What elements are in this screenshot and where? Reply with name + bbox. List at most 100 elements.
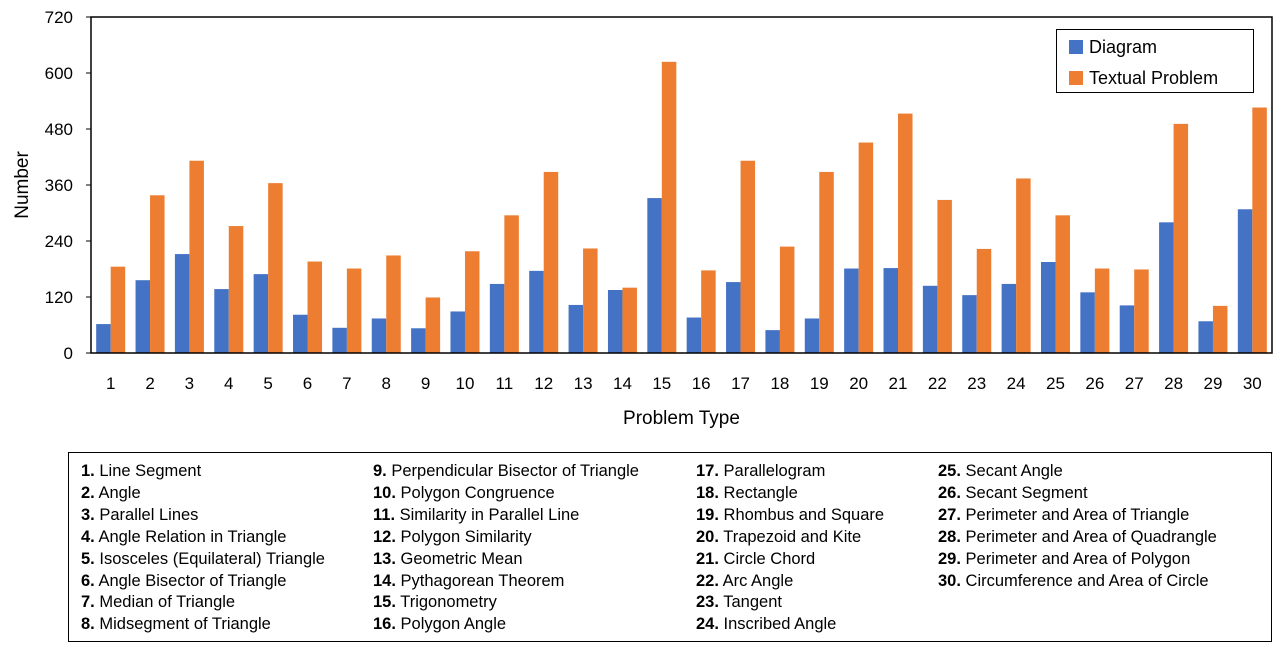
key-item-label: Perimeter and Area of Polygon <box>965 549 1191 568</box>
key-item-number: 5. <box>81 549 95 568</box>
x-tick-label: 23 <box>967 374 986 393</box>
x-tick-label: 28 <box>1164 374 1183 393</box>
x-tick-label: 18 <box>770 374 789 393</box>
key-item-label: Median of Triangle <box>99 593 236 612</box>
legend-label-diagram: Diagram <box>1089 37 1158 57</box>
key-item-label: Similarity in Parallel Line <box>399 505 580 524</box>
key-item-label: Parallel Lines <box>99 505 199 524</box>
key-item-label: Secant Angle <box>965 462 1063 480</box>
key-item: 3. Parallel Lines <box>81 505 325 527</box>
y-tick-label: 480 <box>45 120 73 139</box>
x-tick-label: 15 <box>652 374 671 393</box>
key-item-number: 27. <box>938 505 961 524</box>
key-item-number: 15. <box>373 593 396 612</box>
key-item: 30. Circumference and Area of Circle <box>938 571 1217 593</box>
key-item-label: Arc Angle <box>722 571 794 590</box>
key-item: 6. Angle Bisector of Triangle <box>81 571 325 593</box>
key-item: 18. Rectangle <box>696 483 884 505</box>
problem-type-key: 1. Line Segment 2. Angle 3. Parallel Lines… <box>68 452 1272 642</box>
key-item: 1. Line Segment <box>81 461 325 483</box>
x-axis-title: Problem Type <box>623 408 740 429</box>
bar-diagram-6 <box>293 314 308 353</box>
bar-textual-problem-3 <box>189 160 204 353</box>
bar-textual-problem-27 <box>1134 269 1149 353</box>
key-item-label: Pythagorean Theorem <box>400 571 565 590</box>
x-tick-label: 6 <box>303 374 312 393</box>
bar-textual-problem-29 <box>1212 305 1228 353</box>
x-tick-label: 29 <box>1203 374 1222 393</box>
key-item-number: 12. <box>373 527 396 546</box>
key-item-number: 18. <box>696 483 719 502</box>
key-column-1: 1. Line Segment 2. Angle 3. Parallel Lines… <box>81 461 325 636</box>
key-item: 14. Pythagorean Theorem <box>373 571 639 593</box>
bar-textual-problem-6 <box>307 261 323 353</box>
bar-textual-problem-25 <box>1055 215 1070 353</box>
key-item-number: 13. <box>373 549 396 568</box>
x-tick-label: 16 <box>692 374 711 393</box>
key-item: 23. Tangent <box>696 592 884 614</box>
key-item-label: Tangent <box>723 593 782 612</box>
key-item-number: 24. <box>696 615 719 634</box>
key-item-label: Inscribed Angle <box>723 615 837 634</box>
key-item-number: 19. <box>696 505 719 524</box>
key-item-label: Rectangle <box>723 483 798 502</box>
bar-diagram-21 <box>883 268 899 353</box>
key-item-label: Secant Segment <box>965 483 1088 502</box>
bar-diagram-20 <box>844 268 859 353</box>
bar-diagram-2 <box>135 280 151 353</box>
bar-diagram-26 <box>1080 292 1095 353</box>
key-item: 28. Perimeter and Area of Quadrangle <box>938 527 1217 549</box>
bar-diagram-19 <box>804 318 820 353</box>
key-item: 29. Perimeter and Area of Polygon <box>938 549 1217 571</box>
bar-diagram-25 <box>1040 262 1056 353</box>
bar-diagram-18 <box>765 330 780 353</box>
y-tick-label: 0 <box>64 344 73 363</box>
bar-textual-problem-22 <box>937 199 952 353</box>
x-tick-label: 20 <box>849 374 868 393</box>
x-tick-label: 13 <box>574 374 593 393</box>
bar-diagram-12 <box>529 270 544 353</box>
key-item-number: 30. <box>938 571 961 590</box>
key-item: 25. Secant Angle <box>938 461 1217 483</box>
bar-textual-problem-11 <box>504 215 519 353</box>
key-item-number: 8. <box>81 615 95 634</box>
key-item-label: Polygon Congruence <box>400 483 555 502</box>
x-tick-label: 12 <box>534 374 553 393</box>
bar-diagram-10 <box>450 311 465 353</box>
key-item-number: 11. <box>373 505 396 524</box>
x-tick-label: 9 <box>421 374 430 393</box>
x-tick-label: 25 <box>1046 374 1065 393</box>
key-item-number: 22. <box>696 571 719 590</box>
bar-textual-problem-24 <box>1016 178 1031 353</box>
bar-diagram-23 <box>962 295 977 353</box>
key-item-label: Polygon Angle <box>400 615 507 634</box>
key-item-number: 23. <box>696 593 719 612</box>
key-item: 16. Polygon Angle <box>373 614 639 636</box>
key-item: 22. Arc Angle <box>696 571 884 593</box>
x-tick-label: 7 <box>342 374 351 393</box>
bar-textual-problem-5 <box>268 183 283 353</box>
x-tick-label: 2 <box>145 374 154 393</box>
key-item: 13. Geometric Mean <box>373 549 639 571</box>
key-item: 21. Circle Chord <box>696 549 884 571</box>
bar-textual-problem-19 <box>819 171 834 353</box>
key-item-label: Perimeter and Area of Triangle <box>965 505 1190 524</box>
bar-textual-problem-12 <box>543 171 559 353</box>
bar-textual-problem-30 <box>1252 107 1267 353</box>
x-tick-label: 24 <box>1007 374 1026 393</box>
key-item-number: 29. <box>938 549 961 568</box>
x-tick-label: 26 <box>1085 374 1104 393</box>
bar-diagram-11 <box>489 283 505 353</box>
key-item: 24. Inscribed Angle <box>696 614 884 636</box>
bar-textual-problem-2 <box>150 195 165 353</box>
bar-textual-problem-8 <box>386 255 401 353</box>
bar-textual-problem-18 <box>779 246 795 353</box>
y-tick-label: 360 <box>45 176 73 195</box>
bar-diagram-13 <box>568 304 584 353</box>
key-item-label: Perpendicular Bisector of Triangle <box>391 462 639 480</box>
bar-diagram-8 <box>371 318 387 353</box>
key-item-number: 7. <box>81 593 95 612</box>
x-tick-label: 1 <box>106 374 115 393</box>
legend-item-diagram: Diagram <box>1069 36 1157 58</box>
key-item-label: Circumference and Area of Circle <box>965 571 1209 590</box>
